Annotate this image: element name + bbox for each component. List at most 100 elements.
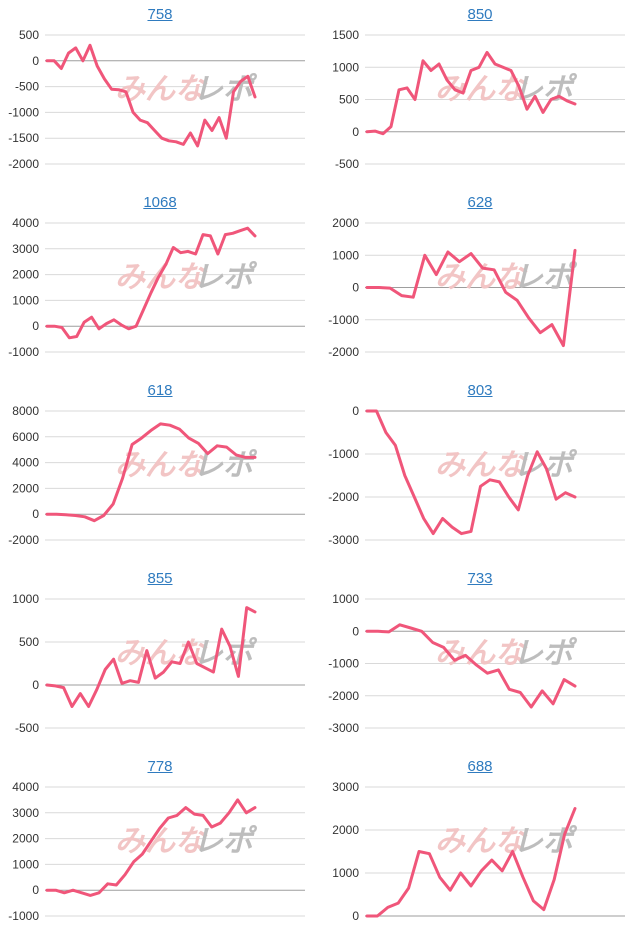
y-tick-label: -1000 bbox=[328, 657, 359, 671]
chart-title-link[interactable]: 618 bbox=[147, 382, 173, 399]
y-tick-label: -3000 bbox=[328, 721, 359, 735]
y-tick-label: 2000 bbox=[332, 216, 359, 230]
y-tick-label: 1000 bbox=[12, 857, 39, 871]
y-tick-label: 4000 bbox=[12, 216, 39, 230]
y-tick-label: -1000 bbox=[8, 345, 39, 359]
y-tick-label: 0 bbox=[352, 404, 359, 418]
y-tick-label: 1000 bbox=[332, 60, 359, 74]
watermark-text-gray: レポ bbox=[193, 636, 258, 671]
series-line bbox=[365, 248, 577, 348]
chart-panel-688: 3000 2000 1000 0 みんな レポ 688 bbox=[320, 752, 640, 938]
y-tick-label: -1000 bbox=[328, 447, 359, 461]
chart-title-link[interactable]: 778 bbox=[147, 758, 173, 775]
watermark-text-gray: レポ bbox=[513, 636, 578, 671]
y-tick-label: -2000 bbox=[8, 157, 39, 171]
y-tick-label: 1000 bbox=[332, 592, 359, 606]
chart-title-link[interactable]: 688 bbox=[467, 758, 493, 775]
y-tick-label: 3000 bbox=[332, 780, 359, 794]
watermark-text-gray: レポ bbox=[193, 260, 258, 295]
y-tick-label: 0 bbox=[352, 909, 359, 923]
series-line bbox=[365, 50, 577, 136]
series-line bbox=[45, 606, 257, 708]
chart-panel-733: 1000 0 -1000 -2000 -3000 みんな レポ 733 bbox=[320, 564, 640, 750]
chart-title-link[interactable]: 1068 bbox=[143, 194, 177, 211]
y-tick-label: 0 bbox=[32, 319, 39, 333]
y-tick-label: -500 bbox=[15, 721, 39, 735]
chart-panel-850: 1500 1000 500 0 -500 みんな レポ 850 bbox=[320, 0, 640, 186]
chart-title-link[interactable]: 758 bbox=[147, 6, 173, 23]
y-tick-label: 3000 bbox=[12, 806, 39, 820]
watermark-text-pink: みんな bbox=[115, 824, 208, 859]
y-tick-label: 6000 bbox=[12, 430, 39, 444]
y-tick-label: 2000 bbox=[12, 268, 39, 282]
y-tick-label: -1500 bbox=[8, 131, 39, 145]
y-tick-label: 4000 bbox=[12, 780, 39, 794]
series-line bbox=[365, 623, 577, 709]
y-tick-label: 0 bbox=[32, 678, 39, 692]
watermark-text-pink: みんな bbox=[435, 448, 528, 483]
watermark-text-gray: レポ bbox=[193, 824, 258, 859]
chart-panel-778: 4000 3000 2000 1000 0 -1000 みんな レポ 778 bbox=[0, 752, 320, 938]
series-line bbox=[45, 422, 257, 523]
watermark-text-gray: レポ bbox=[513, 260, 578, 295]
y-tick-label: 2000 bbox=[332, 823, 359, 837]
chart-panel-1068: 4000 3000 2000 1000 0 -1000 みんな レポ 1068 bbox=[0, 188, 320, 374]
y-tick-label: -1000 bbox=[328, 313, 359, 327]
y-tick-label: 500 bbox=[339, 93, 359, 107]
chart-title-link[interactable]: 850 bbox=[467, 6, 493, 23]
chart-title-link[interactable]: 855 bbox=[147, 570, 173, 587]
watermark-text-pink: みんな bbox=[115, 260, 208, 295]
watermark-text-gray: レポ bbox=[193, 448, 258, 483]
chart-panel-855: 1000 500 0 -500 みんな レポ 855 bbox=[0, 564, 320, 750]
y-tick-label: 1000 bbox=[12, 592, 39, 606]
series-line bbox=[45, 798, 257, 897]
chart-panel-628: 2000 1000 0 -1000 -2000 みんな レポ 628 bbox=[320, 188, 640, 374]
y-tick-label: 0 bbox=[352, 125, 359, 139]
y-tick-label: -500 bbox=[335, 157, 359, 171]
y-tick-label: 4000 bbox=[12, 456, 39, 470]
chart-panel-618: 8000 6000 4000 2000 0 -2000 みんな レポ 618 bbox=[0, 376, 320, 562]
series-line bbox=[365, 409, 577, 536]
series-line bbox=[45, 43, 257, 148]
y-tick-label: 8000 bbox=[12, 404, 39, 418]
y-tick-label: 0 bbox=[32, 883, 39, 897]
y-tick-label: 3000 bbox=[12, 242, 39, 256]
y-tick-label: -2000 bbox=[328, 345, 359, 359]
y-tick-label: 1000 bbox=[12, 293, 39, 307]
y-tick-label: 0 bbox=[352, 281, 359, 295]
y-tick-label: -1000 bbox=[8, 105, 39, 119]
chart-title-link[interactable]: 733 bbox=[467, 570, 493, 587]
chart-panel-803: 0 -1000 -2000 -3000 みんな レポ 803 bbox=[320, 376, 640, 562]
y-tick-label: 0 bbox=[32, 54, 39, 68]
y-tick-label: 1000 bbox=[332, 248, 359, 262]
y-tick-label: 1500 bbox=[332, 28, 359, 42]
y-tick-label: 2000 bbox=[12, 832, 39, 846]
y-tick-label: -2000 bbox=[328, 689, 359, 703]
y-tick-label: 1000 bbox=[332, 866, 359, 880]
chart-title-link[interactable]: 803 bbox=[467, 382, 493, 399]
y-tick-label: -500 bbox=[15, 80, 39, 94]
y-tick-label: 2000 bbox=[12, 481, 39, 495]
chart-title-link[interactable]: 628 bbox=[467, 194, 493, 211]
series-line bbox=[45, 226, 257, 340]
y-tick-label: 500 bbox=[19, 635, 39, 649]
watermark-text-pink: みんな bbox=[435, 72, 528, 107]
y-tick-label: -3000 bbox=[328, 533, 359, 547]
y-tick-label: -1000 bbox=[8, 909, 39, 923]
y-tick-label: 0 bbox=[32, 507, 39, 521]
